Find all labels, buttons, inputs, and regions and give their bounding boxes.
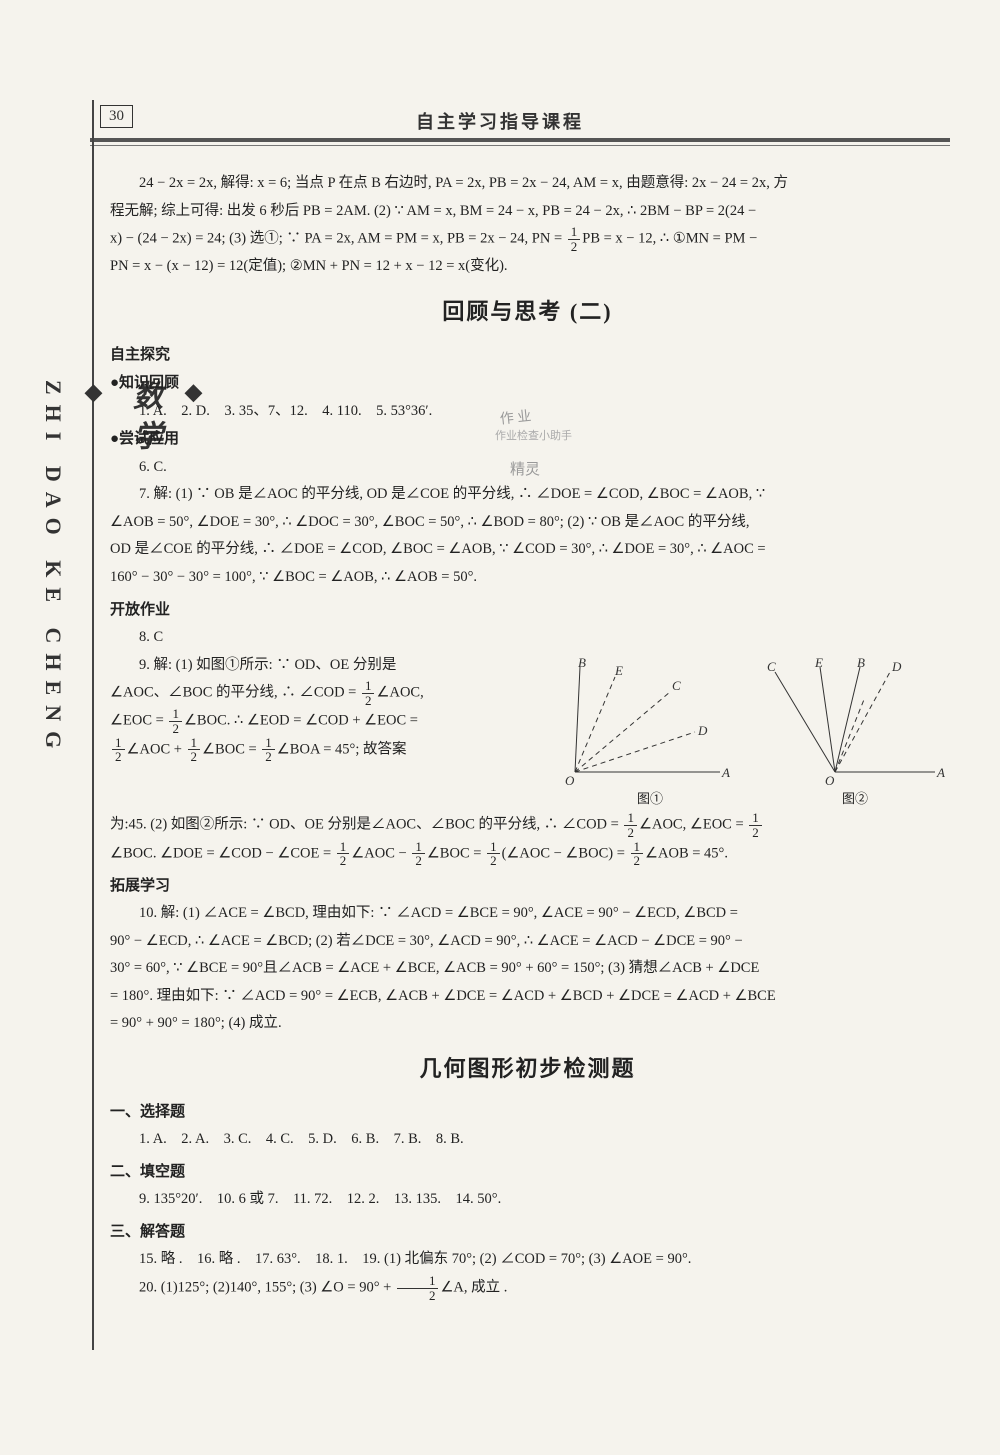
- s2-c: 三、解答题: [110, 1218, 945, 1247]
- q10-l4: = 180°. 理由如下: ∵ ∠ACD = 90° = ∠ECB, ∠ACB …: [110, 983, 945, 1011]
- diagram-2: O C E B D A 图②: [765, 657, 945, 812]
- side-pinyin: ZHI DAO KE CHENG: [40, 380, 66, 758]
- header-title: 自主学习指导课程: [416, 108, 584, 134]
- side-dot-top: ◆: [81, 380, 107, 758]
- s2-b: 二、填空题: [110, 1158, 945, 1187]
- q7-l1: 7. 解: (1) ∵ OB 是∠AOC 的平分线, OD 是∠COE 的平分线…: [110, 481, 945, 509]
- q7-l3: OD 是∠COE 的平分线, ∴ ∠DOE = ∠COD, ∠BOC = ∠AO…: [110, 536, 945, 564]
- sec-c-title: 拓展学习: [110, 872, 945, 901]
- svg-text:C: C: [672, 678, 681, 693]
- section2-title: 几何图形初步检测题: [110, 1048, 945, 1090]
- s2-a: 一、选择题: [110, 1098, 945, 1127]
- diagram-1: O B E C D A 图①: [560, 657, 740, 812]
- q10-l3: 30° = 60°, ∵ ∠BCE = 90°且∠ACB = ∠ACE + ∠B…: [110, 955, 945, 983]
- a-line1: 1. A. 2. D. 3. 35、7、12. 4. 110. 5. 53°36…: [110, 398, 945, 426]
- diagram-row: O B E C D A 图①: [560, 657, 945, 812]
- diagram-1-label: 图①: [560, 787, 740, 812]
- sec-b-title: 开放作业: [110, 596, 945, 625]
- a-line2: 6. C.: [110, 454, 945, 482]
- top-line4: PN = x − (x − 12) = 12(定值); ②MN + PN = 1…: [110, 253, 945, 281]
- svg-text:O: O: [825, 773, 835, 787]
- sec-a-sub1: ●知识回顾: [110, 369, 945, 398]
- header-divider: [90, 138, 950, 142]
- svg-text:B: B: [857, 657, 865, 670]
- q10-l1: 10. 解: (1) ∠ACE = ∠BCD, 理由如下: ∵ ∠ACD = ∠…: [110, 900, 945, 928]
- q7-l2: ∠AOB = 50°, ∠DOE = 30°, ∴ ∠DOC = 30°, ∠B…: [110, 509, 945, 537]
- sec-a-sub2: ●尝试应用: [110, 425, 945, 454]
- page-number: 30: [100, 105, 133, 128]
- q9-l6: ∠BOC. ∠DOE = ∠COD − ∠COE = 12∠AOC − 12∠B…: [110, 840, 945, 868]
- s2-c-l1: 15. 略 . 16. 略 . 17. 63°. 18. 1. 19. (1) …: [110, 1246, 945, 1274]
- svg-text:E: E: [614, 663, 623, 678]
- q7-l4: 160° − 30° − 30° = 100°, ∵ ∠BOC = ∠AOB, …: [110, 564, 945, 592]
- sec-a-title: 自主探究: [110, 341, 945, 370]
- section1-title: 回顾与思考 (二): [110, 291, 945, 333]
- svg-text:O: O: [565, 773, 575, 787]
- s2-c-l2: 20. (1)125°; (2)140°, 155°; (3) ∠O = 90°…: [110, 1274, 945, 1302]
- q10-l2: 90° − ∠ECD, ∴ ∠ACE = ∠BCD; (2) 若∠DCE = 3…: [110, 928, 945, 956]
- q9-l5: 为:45. (2) 如图②所示: ∵ OD、OE 分别是∠AOC、∠BOC 的平…: [110, 811, 945, 839]
- svg-text:A: A: [721, 765, 730, 780]
- svg-text:C: C: [767, 659, 776, 674]
- svg-text:E: E: [814, 657, 823, 670]
- header-divider-thin: [90, 145, 950, 146]
- b-line1: 8. C: [110, 624, 945, 652]
- s2-b-ans: 9. 135°20′. 10. 6 或 7. 11. 72. 12. 2. 13…: [110, 1186, 945, 1214]
- svg-text:A: A: [936, 765, 945, 780]
- svg-text:D: D: [697, 723, 708, 738]
- q10-l5: = 90° + 90° = 180°; (4) 成立.: [110, 1010, 945, 1038]
- top-line3: x) − (24 − 2x) = 24; (3) 选①; ∵ PA = 2x, …: [110, 225, 945, 253]
- top-line2: 程无解; 综上可得: 出发 6 秒后 PB = 2AM. (2) ∵ AM = …: [110, 198, 945, 226]
- svg-text:B: B: [578, 657, 586, 670]
- diagram-2-label: 图②: [765, 787, 945, 812]
- top-line1: 24 − 2x = 2x, 解得: x = 6; 当点 P 在点 B 右边时, …: [110, 170, 945, 198]
- s2-a-ans: 1. A. 2. A. 3. C. 4. C. 5. D. 6. B. 7. B…: [110, 1126, 945, 1154]
- svg-text:D: D: [891, 659, 902, 674]
